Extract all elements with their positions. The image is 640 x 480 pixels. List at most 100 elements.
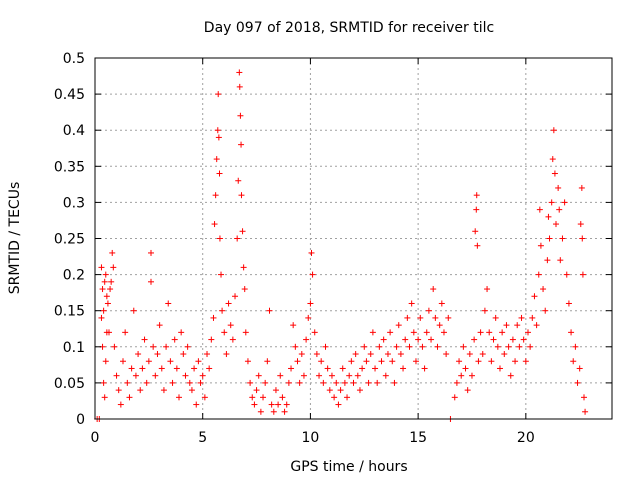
data-point	[545, 213, 552, 220]
data-point	[481, 307, 488, 314]
data-point	[115, 387, 122, 394]
data-point	[318, 358, 325, 365]
data-point	[397, 351, 404, 358]
data-point	[124, 379, 131, 386]
data-point	[120, 358, 127, 365]
data-point	[238, 192, 245, 199]
data-point	[235, 177, 242, 184]
data-point	[229, 336, 236, 343]
data-point	[165, 300, 172, 307]
data-point	[533, 322, 540, 329]
data-point	[210, 314, 217, 321]
y-tick-label: 0	[76, 412, 85, 428]
data-point	[244, 358, 251, 365]
data-point	[281, 408, 288, 415]
data-point	[354, 372, 361, 379]
data-point	[423, 329, 430, 336]
data-point	[542, 307, 549, 314]
data-point	[380, 336, 387, 343]
data-point	[428, 336, 435, 343]
data-point	[363, 358, 370, 365]
data-point	[163, 343, 170, 350]
data-point	[215, 91, 222, 98]
data-point	[236, 83, 243, 90]
data-point	[300, 372, 307, 379]
data-point	[475, 358, 482, 365]
data-point	[215, 134, 222, 141]
data-point	[365, 379, 372, 386]
data-point	[107, 286, 114, 293]
data-point	[268, 401, 275, 408]
data-point	[335, 401, 342, 408]
data-point	[296, 379, 303, 386]
data-point	[402, 336, 409, 343]
y-tick-label: 0.35	[54, 159, 85, 175]
data-point	[236, 69, 243, 76]
data-point	[352, 351, 359, 358]
grid-lines	[95, 58, 612, 419]
data-point	[137, 387, 144, 394]
data-point	[227, 322, 234, 329]
data-point	[555, 184, 562, 191]
data-point	[103, 293, 110, 300]
data-point	[527, 343, 534, 350]
data-point	[369, 329, 376, 336]
data-point	[337, 387, 344, 394]
data-point	[249, 394, 256, 401]
data-point	[535, 271, 542, 278]
data-point	[462, 365, 469, 372]
data-point	[182, 372, 189, 379]
data-point	[572, 343, 579, 350]
data-point	[374, 379, 381, 386]
data-point	[579, 235, 586, 242]
data-point	[522, 358, 529, 365]
data-point	[143, 379, 150, 386]
data-point	[468, 372, 475, 379]
data-point	[339, 365, 346, 372]
data-point	[430, 286, 437, 293]
data-point	[548, 199, 555, 206]
data-point	[298, 351, 305, 358]
data-point	[260, 394, 267, 401]
data-point	[101, 394, 108, 401]
data-point	[415, 336, 422, 343]
data-point	[537, 242, 544, 249]
data-point	[341, 379, 348, 386]
y-axis-label: SRMTID / TECUs	[7, 182, 23, 295]
data-point	[100, 307, 107, 314]
data-point	[477, 329, 484, 336]
data-point	[579, 271, 586, 278]
data-point	[348, 358, 355, 365]
data-point	[102, 358, 109, 365]
data-point	[582, 408, 589, 415]
data-point	[574, 379, 581, 386]
data-point	[255, 372, 262, 379]
data-point	[549, 156, 556, 163]
data-point	[486, 329, 493, 336]
data-point	[552, 221, 559, 228]
data-point	[216, 170, 223, 177]
data-point	[576, 365, 583, 372]
y-tick-label: 0.5	[63, 51, 85, 67]
data-point	[173, 365, 180, 372]
data-point	[99, 286, 106, 293]
data-point	[160, 387, 167, 394]
data-point	[98, 314, 105, 321]
data-point	[436, 322, 443, 329]
data-point	[206, 365, 213, 372]
data-point	[110, 264, 117, 271]
data-point	[279, 394, 286, 401]
y-tick-label: 0.3	[63, 195, 85, 211]
data-point	[311, 329, 318, 336]
data-point	[544, 257, 551, 264]
data-point	[419, 343, 426, 350]
data-point	[367, 351, 374, 358]
data-point	[484, 286, 491, 293]
data-point	[546, 235, 553, 242]
data-point	[512, 358, 519, 365]
data-point	[471, 336, 478, 343]
data-point	[410, 329, 417, 336]
data-point	[148, 278, 155, 285]
data-point	[331, 394, 338, 401]
